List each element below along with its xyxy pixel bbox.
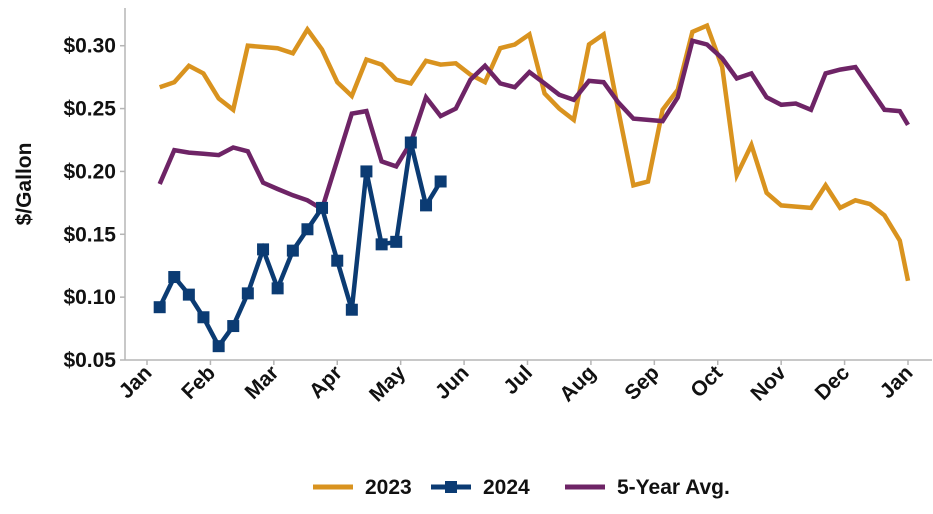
- y-tick-label: $0.30: [63, 35, 116, 58]
- data-point-marker: [286, 244, 299, 257]
- data-point-marker: [375, 238, 388, 251]
- y-axis-title: $/Gallon: [13, 143, 36, 226]
- data-point-marker: [271, 282, 284, 295]
- data-point-marker: [257, 243, 270, 256]
- data-point-marker: [316, 201, 329, 214]
- data-point-marker: [153, 301, 166, 314]
- data-point-marker: [331, 254, 344, 267]
- x-tick-label: Jan: [876, 361, 918, 403]
- y-tick-label: $0.25: [63, 98, 116, 121]
- data-point-marker: [420, 199, 433, 212]
- data-point-marker: [390, 235, 403, 248]
- y-tick-label: $0.10: [63, 286, 116, 309]
- x-tick-label: May: [365, 361, 410, 406]
- series-line-5-year-avg: [157, 37, 910, 213]
- y-tick-label: $0.15: [63, 223, 116, 246]
- x-tick-label: Jun: [431, 361, 474, 404]
- legend-label: 2024: [483, 476, 530, 499]
- x-tick-label: Oct: [686, 361, 727, 402]
- x-tick-label: Feb: [177, 361, 220, 404]
- legend-label: 2023: [365, 476, 412, 499]
- x-tick-label: Jan: [115, 361, 157, 403]
- data-point-marker: [227, 320, 240, 333]
- data-point-marker: [212, 340, 225, 353]
- y-tick-label: $0.20: [63, 160, 116, 183]
- y-tick-label: $0.05: [63, 349, 116, 372]
- data-point-marker: [345, 303, 358, 316]
- x-tick-label: Nov: [746, 361, 791, 406]
- data-point-marker: [197, 311, 210, 324]
- x-tick-label: Aug: [555, 361, 600, 406]
- legend-label: 5-Year Avg.: [617, 476, 730, 499]
- data-point-marker: [301, 223, 314, 236]
- data-point-marker: [168, 271, 181, 284]
- data-point-marker: [360, 165, 373, 178]
- data-point-marker: [241, 287, 254, 300]
- legend-marker: [445, 481, 457, 493]
- x-tick-label: Jul: [499, 361, 537, 399]
- series-line-2023: [158, 22, 911, 282]
- data-point-marker: [404, 136, 417, 149]
- x-tick-label: Sep: [620, 361, 663, 404]
- x-tick-label: Apr: [305, 361, 347, 403]
- legend: 2023 2024 5-Year Avg.: [313, 476, 730, 499]
- x-tick-label: Dec: [811, 361, 855, 405]
- series-group: [153, 22, 911, 353]
- data-point-marker: [182, 288, 195, 301]
- x-tick-label: Mar: [241, 361, 284, 404]
- data-point-marker: [434, 175, 447, 188]
